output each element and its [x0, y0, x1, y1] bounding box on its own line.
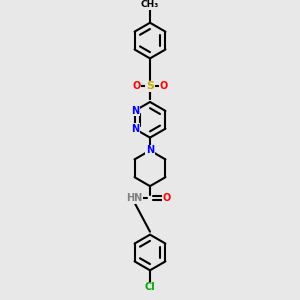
Text: O: O	[132, 81, 140, 91]
Text: N: N	[131, 106, 140, 116]
Text: HN: HN	[126, 193, 142, 203]
Text: N: N	[131, 124, 140, 134]
Text: Cl: Cl	[145, 282, 155, 292]
Text: N: N	[146, 146, 154, 155]
Text: S: S	[146, 81, 154, 91]
Text: CH₃: CH₃	[141, 0, 159, 9]
Text: O: O	[160, 81, 168, 91]
Text: O: O	[163, 193, 171, 203]
